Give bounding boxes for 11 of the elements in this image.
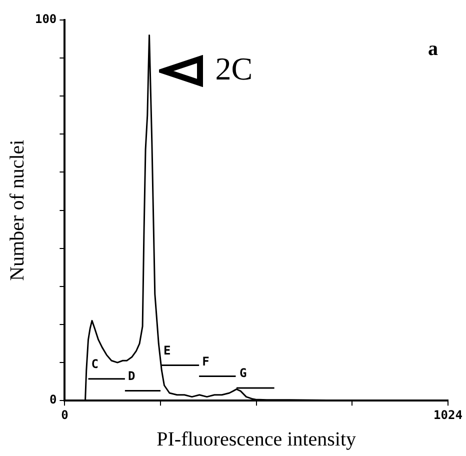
x-axis-title: PI-fluorescence intensity — [156, 428, 356, 450]
annotation: G — [239, 366, 247, 380]
annotation: 2C — [215, 50, 253, 87]
annotation: a — [428, 38, 438, 60]
annotation: D — [128, 368, 136, 383]
y-axis-title: Number of nuclei — [6, 139, 28, 281]
annotation: C — [91, 357, 98, 372]
annotation: F — [202, 354, 210, 368]
annotation: E — [164, 343, 171, 358]
y-tick-label: 100 — [34, 12, 57, 26]
x-tick-label: 1024 — [434, 408, 462, 422]
